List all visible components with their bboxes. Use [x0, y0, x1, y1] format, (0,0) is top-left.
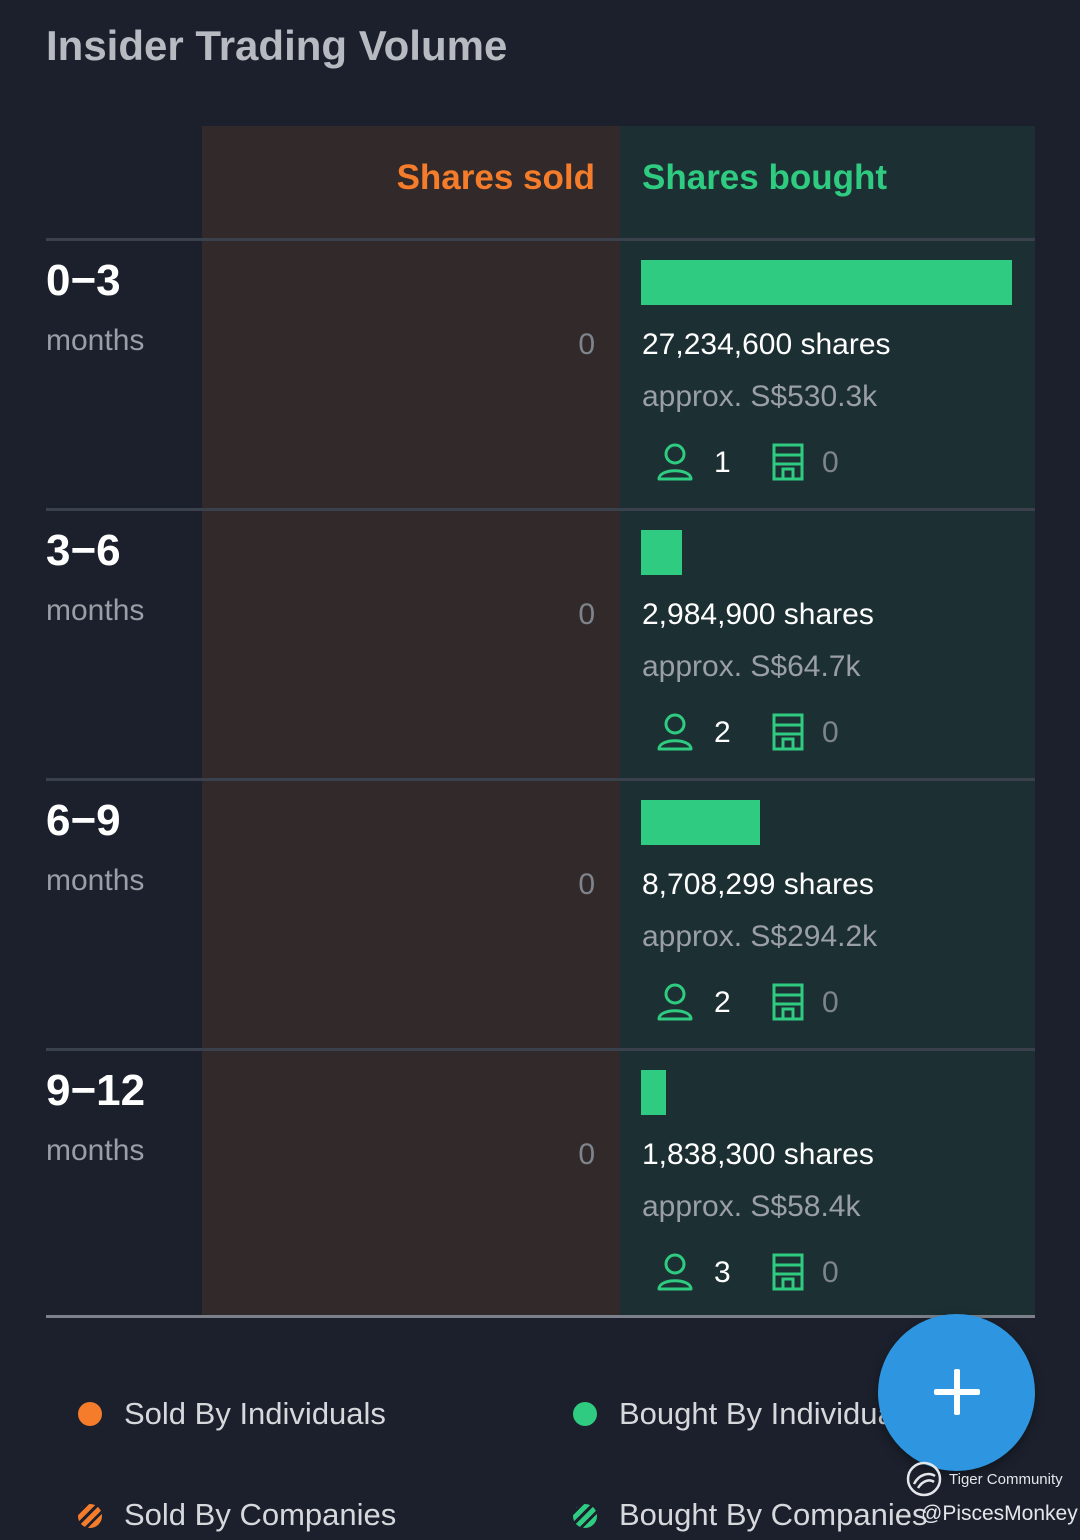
period-label: 3−6	[46, 526, 121, 575]
company-count: 0	[822, 716, 839, 749]
person-icon	[657, 1253, 693, 1291]
bought-individuals-legend-dot	[573, 1402, 597, 1426]
legend-bought-individuals: Bought By Individua	[619, 1396, 895, 1431]
period-row[interactable]: 3−6 months 0 2,984,900 shares approx. S$…	[0, 510, 1080, 780]
individual-count: 3	[714, 1256, 731, 1289]
shares-sold-value: 0	[578, 868, 595, 901]
sold-column-background	[202, 126, 620, 1317]
individual-count: 1	[714, 446, 731, 479]
sold-companies-legend-swatch	[78, 1504, 102, 1528]
divider	[46, 778, 1035, 781]
shares-bought-count: 8,708,299 shares	[642, 868, 874, 901]
page-title: Insider Trading Volume	[46, 22, 508, 69]
bought-companies-legend-swatch	[573, 1504, 597, 1528]
period-row[interactable]: 9−12 months 0 1,838,300 shares approx. S…	[0, 1050, 1080, 1320]
divider	[46, 1315, 1035, 1318]
shares-sold-value: 0	[578, 1138, 595, 1171]
plus-icon	[954, 1369, 960, 1415]
company-count: 0	[822, 446, 839, 479]
period-unit: months	[46, 594, 145, 627]
period-row[interactable]: 6−9 months 0 8,708,299 shares approx. S$…	[0, 780, 1080, 1050]
tiger-community-logo	[906, 1461, 942, 1497]
period-label: 9−12	[46, 1066, 146, 1115]
individual-count: 2	[714, 986, 731, 1019]
period-unit: months	[46, 324, 145, 357]
legend-bought-companies: Bought By Companies	[619, 1497, 928, 1532]
period-label: 0−3	[46, 256, 121, 305]
divider	[46, 238, 1035, 241]
legend-sold-individuals: Sold By Individuals	[124, 1396, 386, 1431]
divider	[46, 508, 1035, 511]
shares-bought-bar	[641, 1070, 666, 1115]
company-count: 0	[822, 986, 839, 1019]
shares-bought-value: approx. S$64.7k	[642, 650, 861, 683]
watermark-user: @PiscesMonkey	[921, 1502, 1078, 1525]
shares-bought-value: approx. S$530.3k	[642, 380, 878, 413]
divider	[46, 1048, 1035, 1051]
period-unit: months	[46, 864, 145, 897]
person-icon	[657, 983, 693, 1021]
building-icon	[772, 983, 804, 1021]
shares-bought-header: Shares bought	[642, 158, 888, 197]
shares-bought-value: approx. S$294.2k	[642, 920, 878, 953]
shares-sold-header: Shares sold	[396, 158, 595, 197]
shares-bought-bar	[641, 530, 682, 575]
period-label: 6−9	[46, 796, 121, 845]
person-icon	[657, 443, 693, 481]
legend-sold-companies: Sold By Companies	[124, 1497, 397, 1532]
person-icon	[657, 713, 693, 751]
building-icon	[772, 713, 804, 751]
bought-column-background	[620, 126, 1035, 1317]
shares-bought-bar	[641, 260, 1012, 305]
building-icon	[772, 1253, 804, 1291]
shares-bought-value: approx. S$58.4k	[642, 1190, 861, 1223]
shares-bought-count: 27,234,600 shares	[642, 328, 891, 361]
add-button[interactable]	[878, 1314, 1035, 1471]
building-icon	[772, 443, 804, 481]
period-unit: months	[46, 1134, 145, 1167]
shares-bought-bar	[641, 800, 760, 845]
watermark-brand: Tiger Community	[949, 1471, 1063, 1488]
sold-individuals-legend-dot	[78, 1402, 102, 1426]
shares-sold-value: 0	[578, 328, 595, 361]
period-row[interactable]: 0−3 months 0 27,234,600 shares approx. S…	[0, 240, 1080, 510]
shares-bought-count: 2,984,900 shares	[642, 598, 874, 631]
company-count: 0	[822, 1256, 839, 1289]
shares-bought-count: 1,838,300 shares	[642, 1138, 874, 1171]
shares-sold-value: 0	[578, 598, 595, 631]
individual-count: 2	[714, 716, 731, 749]
